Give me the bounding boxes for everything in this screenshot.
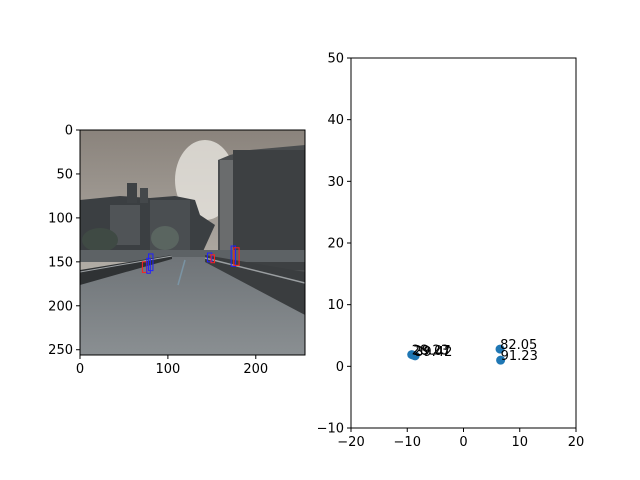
- detection-box: [233, 247, 240, 266]
- x-tick-label: 200: [243, 362, 268, 377]
- image-y-axis: 0 50 100 150 200 250: [48, 124, 80, 358]
- y-tick-label: 40: [327, 113, 344, 128]
- scatter-point: [496, 355, 506, 365]
- point-label: 91.23: [501, 349, 538, 364]
- scatter-x-axis: −20 −10 0 10 20: [337, 428, 584, 450]
- scatter-point: [410, 351, 420, 361]
- x-tick-label: 0: [459, 435, 467, 450]
- detection-box: [148, 253, 154, 272]
- y-tick-label: 20: [327, 237, 344, 252]
- scatter-points: [407, 344, 506, 365]
- x-tick-label: −10: [394, 435, 421, 450]
- point-label: 82.05: [500, 338, 537, 353]
- street-photo: [80, 130, 305, 355]
- y-tick-label: 100: [48, 211, 73, 226]
- y-tick-label: −10: [317, 422, 344, 437]
- point-label: 28.23: [412, 344, 449, 359]
- image-axes-frame: [79, 129, 306, 356]
- x-tick-label: 100: [155, 362, 180, 377]
- point-label: 39.42: [415, 345, 452, 360]
- x-tick-label: 0: [76, 362, 84, 377]
- camera-image-panel: 0 100 200 0 50 100 150 200 250: [48, 124, 306, 377]
- detection-box: [210, 254, 215, 264]
- image-x-axis: 0 100 200: [76, 355, 268, 377]
- scatter-point: [495, 344, 505, 354]
- y-tick-label: 150: [48, 255, 73, 270]
- x-tick-label: 10: [511, 435, 528, 450]
- y-tick-label: 250: [48, 343, 73, 358]
- y-tick-label: 30: [327, 175, 344, 190]
- scatter-plot-area: [350, 57, 577, 429]
- y-tick-label: 0: [336, 360, 344, 375]
- scatter-y-axis: −10 0 10 20 30 40 50: [317, 52, 351, 437]
- y-tick-label: 50: [327, 52, 344, 67]
- detection-box: [230, 245, 237, 267]
- point-label: 29.07: [413, 344, 450, 359]
- detection-boxes: [141, 245, 240, 274]
- y-tick-label: 50: [56, 167, 73, 182]
- x-tick-label: −20: [337, 435, 364, 450]
- detection-box: [206, 252, 213, 263]
- x-tick-label: 20: [568, 435, 585, 450]
- y-tick-label: 0: [65, 124, 73, 139]
- y-tick-label: 10: [327, 298, 344, 313]
- y-tick-label: 200: [48, 299, 73, 314]
